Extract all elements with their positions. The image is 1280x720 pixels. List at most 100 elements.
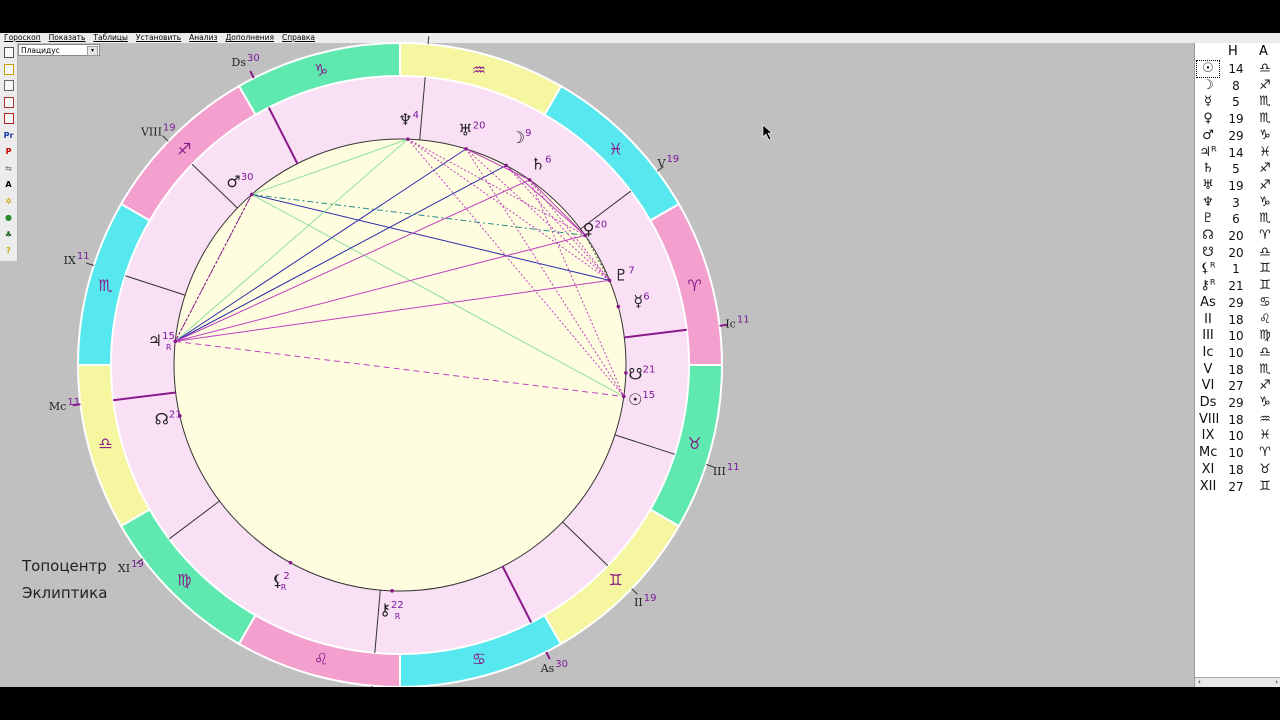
row-sign: ♊	[1259, 278, 1271, 294]
row-glyph: Mc	[1199, 445, 1218, 461]
tree-icon[interactable]: ♣	[4, 229, 13, 239]
aspect-line	[465, 148, 610, 281]
help-icon[interactable]: ?	[6, 246, 11, 255]
row-degree: 27	[1228, 479, 1244, 494]
table-row[interactable]: Mc 10 ♈	[1195, 445, 1280, 461]
table-row[interactable]: As 29 ♋	[1195, 295, 1280, 311]
table-row[interactable]: ☋ 20 ♎	[1195, 245, 1280, 261]
table-row[interactable]: ♅ 19 ♐	[1195, 178, 1280, 194]
table-row[interactable]: ☉ 14 ♎	[1195, 60, 1280, 78]
menu-item-5[interactable]: Дополнения	[225, 33, 274, 42]
table-row[interactable]: ♀ 19 ♏	[1195, 111, 1280, 127]
aspect-line	[407, 138, 610, 281]
page-icon[interactable]	[4, 80, 14, 91]
scroll-left-icon[interactable]: ‹	[1198, 678, 1201, 686]
menu-item-6[interactable]: Справка	[281, 33, 316, 42]
planet-icon: ♂30	[226, 172, 253, 191]
row-glyph: ♀	[1203, 111, 1213, 127]
house-system-select[interactable]: Плацидус ▾	[18, 44, 100, 56]
cusp-tick	[427, 36, 430, 45]
table-row[interactable]: VI 27 ♐	[1195, 378, 1280, 394]
menu-item-0[interactable]: Гороскоп	[4, 33, 41, 42]
cusp-tick	[706, 464, 715, 468]
aspect-line	[251, 193, 610, 281]
cusp-label: As30	[540, 659, 568, 675]
cusp-name: Ic	[725, 318, 736, 331]
planet-degree: 6	[545, 154, 551, 165]
row-glyph: VIII	[1199, 411, 1220, 427]
horizontal-scrollbar[interactable]: ‹ ›	[1195, 677, 1280, 687]
table-row[interactable]: ♂ 29 ♑	[1195, 128, 1280, 144]
aspect-line	[175, 165, 507, 342]
chevron-down-icon[interactable]: ▾	[87, 46, 98, 56]
menu-item-4[interactable]: Анализ	[189, 33, 218, 42]
cusp-tick	[85, 262, 94, 266]
row-degree: 5	[1232, 95, 1240, 110]
cusp-name: V	[656, 157, 666, 170]
retrograde-mark: R	[281, 583, 287, 592]
planet-degree: 7	[628, 265, 634, 276]
planet-glyph: ⚷	[379, 600, 391, 619]
row-sign: ♈	[1259, 228, 1271, 243]
cusp-degree: 30	[555, 659, 568, 670]
house-line	[113, 391, 176, 402]
table-row[interactable]: III 10 ♍	[1195, 328, 1280, 344]
table-row[interactable]: ♄ 5 ♐	[1195, 161, 1280, 177]
planet-icon: ☊21	[155, 410, 182, 429]
scroll-right-icon[interactable]: ›	[1275, 678, 1278, 686]
table-row[interactable]: Ic 10 ♎	[1195, 345, 1280, 361]
table-row[interactable]: ⚸ᴿ 1 ♊	[1195, 261, 1280, 277]
table-row[interactable]: ♃ᴿ 14 ♓	[1195, 145, 1280, 161]
header-a: A	[1259, 44, 1268, 59]
a-icon[interactable]: A	[5, 180, 12, 189]
house-line	[191, 163, 238, 209]
chart-center	[173, 138, 627, 592]
globe-icon[interactable]: ●	[5, 213, 12, 222]
table-row[interactable]: IX 10 ♓	[1195, 428, 1280, 444]
row-degree: 10	[1228, 329, 1244, 344]
planet-marker	[607, 278, 612, 283]
row-glyph: ♃ᴿ	[1199, 144, 1217, 160]
cusp-degree: 11	[727, 462, 740, 473]
table-row[interactable]: XII 27 ♊	[1195, 479, 1280, 495]
table-row[interactable]: II 18 ♌	[1195, 312, 1280, 328]
house-line	[374, 590, 381, 653]
row-glyph: ☉	[1196, 60, 1220, 78]
table-row[interactable]: ⚷ᴿ 21 ♊	[1195, 278, 1280, 294]
table-row[interactable]: ☊ 20 ♈	[1195, 228, 1280, 244]
table-row[interactable]: Ds 29 ♑	[1195, 395, 1280, 411]
table-row[interactable]: ☿ 5 ♏	[1195, 94, 1280, 110]
pr-icon[interactable]: Pr	[3, 130, 14, 140]
house-line	[124, 275, 186, 296]
aspect-line	[407, 138, 586, 236]
menu-item-3[interactable]: Установить	[135, 33, 182, 42]
arrows-icon[interactable]: ⇆	[5, 163, 12, 173]
natal-chart: ♑♐♏♎♍♌♋♊♉♈♓♒VI28V19Ic11III11II19As30XII2…	[49, 36, 773, 687]
table-row[interactable]: VIII 18 ♒	[1195, 412, 1280, 428]
document-icon[interactable]	[4, 47, 14, 58]
row-glyph: XI	[1201, 461, 1215, 477]
row-sign: ♏	[1259, 211, 1271, 227]
zodiac-sign-icon: ♒	[472, 60, 486, 79]
table-row[interactable]: ♆ 3 ♑	[1195, 195, 1280, 211]
export-icon[interactable]	[4, 96, 14, 108]
row-sign: ♎	[1259, 61, 1271, 76]
row-degree: 3	[1232, 195, 1240, 210]
row-sign: ♏	[1259, 111, 1271, 127]
cusp-label: IX11	[64, 251, 90, 267]
table-row[interactable]: XI 18 ♉	[1195, 462, 1280, 478]
table-row[interactable]: ☽ 8 ♐	[1195, 78, 1280, 94]
menu-item-2[interactable]: Таблицы	[93, 33, 128, 42]
p-icon[interactable]: P	[5, 147, 12, 156]
sun-settings-icon[interactable]: ✲	[5, 196, 12, 206]
table-row[interactable]: V 18 ♏	[1195, 362, 1280, 378]
table-row[interactable]: ♇ 6 ♏	[1195, 211, 1280, 227]
zodiac-sector	[399, 41, 563, 117]
menu-item-1[interactable]: Показать	[48, 33, 86, 42]
row-glyph: ☽	[1202, 77, 1214, 93]
row-glyph: XII	[1199, 478, 1217, 494]
folder-open-icon[interactable]	[4, 63, 14, 75]
row-degree: 18	[1228, 312, 1244, 327]
zodiac-sign-icon: ♈	[687, 276, 701, 295]
import-icon[interactable]	[4, 113, 14, 124]
